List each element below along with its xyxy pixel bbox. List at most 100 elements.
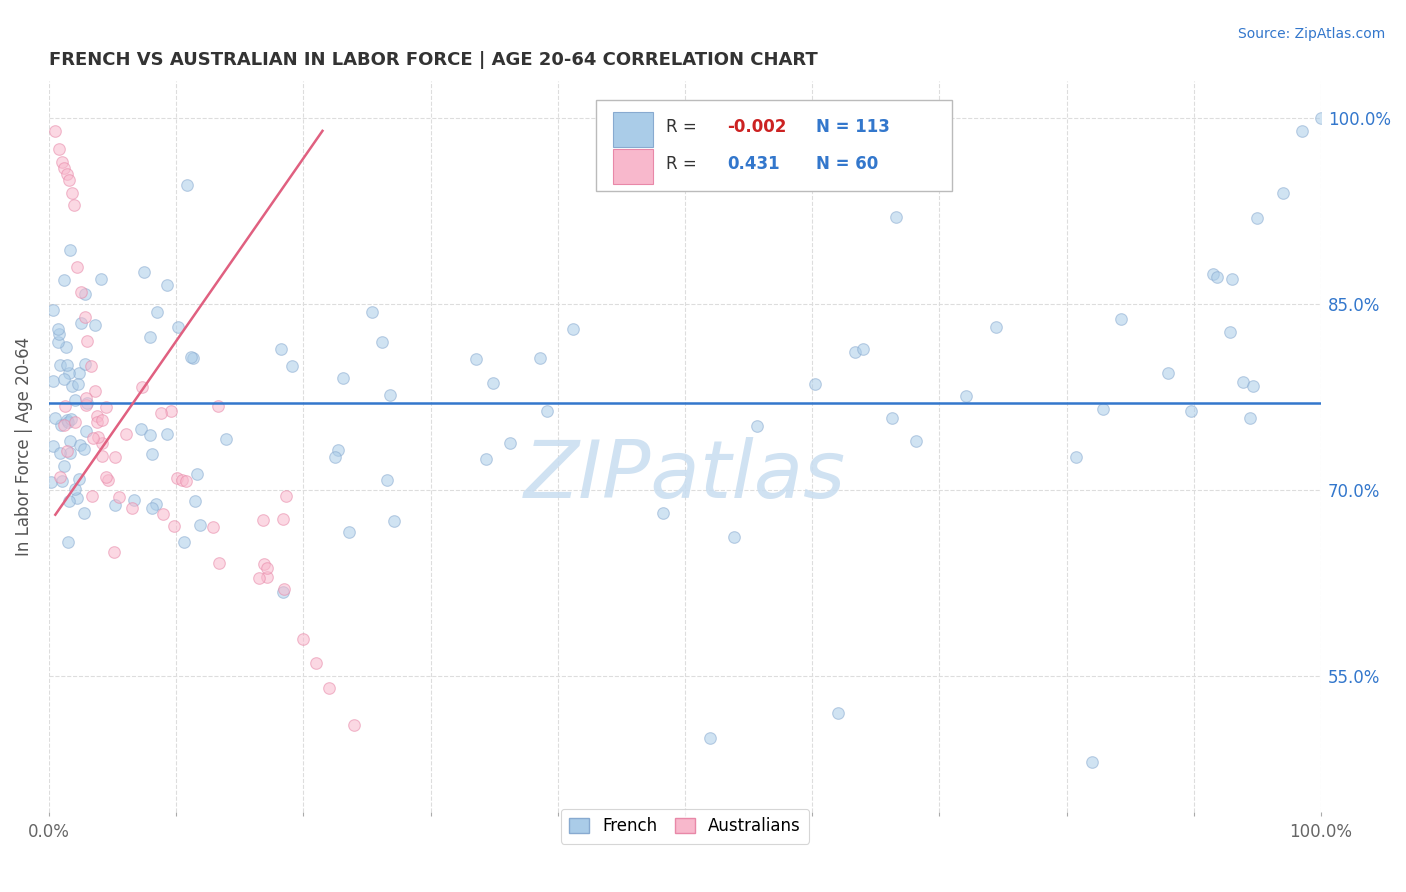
French bbox=[55, 340, 77, 354]
Australians bbox=[91, 436, 114, 450]
French bbox=[73, 506, 96, 520]
French bbox=[139, 330, 162, 344]
French bbox=[188, 517, 211, 532]
French bbox=[156, 277, 179, 292]
French bbox=[66, 376, 89, 391]
French bbox=[332, 371, 354, 385]
FancyBboxPatch shape bbox=[613, 112, 654, 147]
French bbox=[65, 393, 87, 408]
Australians bbox=[201, 520, 224, 534]
French bbox=[482, 376, 505, 390]
French bbox=[58, 366, 80, 380]
French bbox=[51, 474, 73, 488]
Australians bbox=[91, 413, 114, 427]
Australians bbox=[292, 632, 315, 646]
French bbox=[67, 366, 90, 380]
Australians bbox=[166, 471, 188, 485]
French bbox=[139, 428, 162, 442]
French bbox=[73, 442, 96, 456]
French bbox=[1246, 211, 1268, 225]
French bbox=[173, 535, 195, 549]
French bbox=[371, 335, 394, 350]
French bbox=[53, 273, 76, 287]
French bbox=[129, 422, 152, 436]
Australians bbox=[87, 430, 110, 444]
French bbox=[73, 357, 96, 371]
Australians bbox=[63, 198, 86, 212]
French bbox=[56, 413, 79, 427]
Australians bbox=[96, 469, 118, 483]
French bbox=[132, 265, 155, 279]
French bbox=[141, 447, 163, 461]
Australians bbox=[104, 450, 127, 464]
French bbox=[104, 498, 127, 512]
Australians bbox=[52, 417, 75, 432]
French bbox=[1157, 366, 1180, 380]
Legend: French, Australians: French, Australians bbox=[561, 809, 808, 844]
French bbox=[59, 434, 82, 448]
French bbox=[66, 491, 89, 505]
French bbox=[75, 287, 97, 301]
Australians bbox=[55, 400, 77, 414]
French bbox=[844, 344, 866, 359]
Australians bbox=[63, 415, 86, 429]
French bbox=[1091, 401, 1114, 416]
Australians bbox=[159, 404, 181, 418]
Australians bbox=[163, 519, 186, 533]
French bbox=[46, 335, 69, 350]
Text: 0.431: 0.431 bbox=[727, 155, 779, 173]
French bbox=[52, 372, 75, 386]
French bbox=[852, 342, 875, 356]
Australians bbox=[60, 186, 83, 200]
French bbox=[75, 425, 97, 439]
Australians bbox=[103, 545, 125, 559]
French bbox=[273, 584, 295, 599]
Australians bbox=[75, 391, 97, 405]
Australians bbox=[343, 718, 366, 732]
Australians bbox=[305, 657, 328, 671]
Australians bbox=[121, 501, 143, 516]
FancyBboxPatch shape bbox=[596, 100, 952, 191]
Australians bbox=[256, 570, 278, 584]
Australians bbox=[207, 400, 229, 414]
French bbox=[141, 500, 163, 515]
French bbox=[1271, 186, 1294, 200]
French bbox=[56, 415, 79, 429]
Australians bbox=[86, 415, 108, 429]
French bbox=[1291, 124, 1313, 138]
French bbox=[652, 506, 675, 520]
Australians bbox=[48, 143, 70, 157]
French bbox=[281, 359, 304, 373]
French bbox=[1219, 325, 1241, 339]
French bbox=[56, 358, 79, 372]
French bbox=[180, 350, 202, 364]
Text: N = 60: N = 60 bbox=[815, 155, 879, 173]
Australians bbox=[170, 473, 193, 487]
Text: R =: R = bbox=[666, 155, 702, 173]
Australians bbox=[90, 449, 112, 463]
French bbox=[1239, 410, 1261, 425]
French bbox=[67, 472, 90, 486]
French bbox=[42, 303, 65, 318]
French bbox=[1109, 311, 1132, 326]
Australians bbox=[174, 475, 197, 489]
FancyBboxPatch shape bbox=[613, 149, 654, 184]
French bbox=[475, 451, 498, 466]
Australians bbox=[318, 681, 340, 695]
French bbox=[1220, 272, 1243, 286]
Australians bbox=[83, 384, 105, 398]
French bbox=[886, 210, 908, 224]
Australians bbox=[53, 161, 76, 175]
Australians bbox=[48, 470, 70, 484]
French bbox=[58, 535, 80, 549]
French bbox=[375, 473, 398, 487]
Australians bbox=[76, 334, 98, 349]
Australians bbox=[73, 310, 96, 324]
Australians bbox=[208, 556, 231, 570]
French bbox=[53, 458, 76, 473]
French bbox=[49, 445, 72, 459]
French bbox=[183, 351, 205, 366]
French bbox=[1310, 112, 1333, 126]
French bbox=[59, 445, 82, 459]
French bbox=[529, 351, 551, 366]
